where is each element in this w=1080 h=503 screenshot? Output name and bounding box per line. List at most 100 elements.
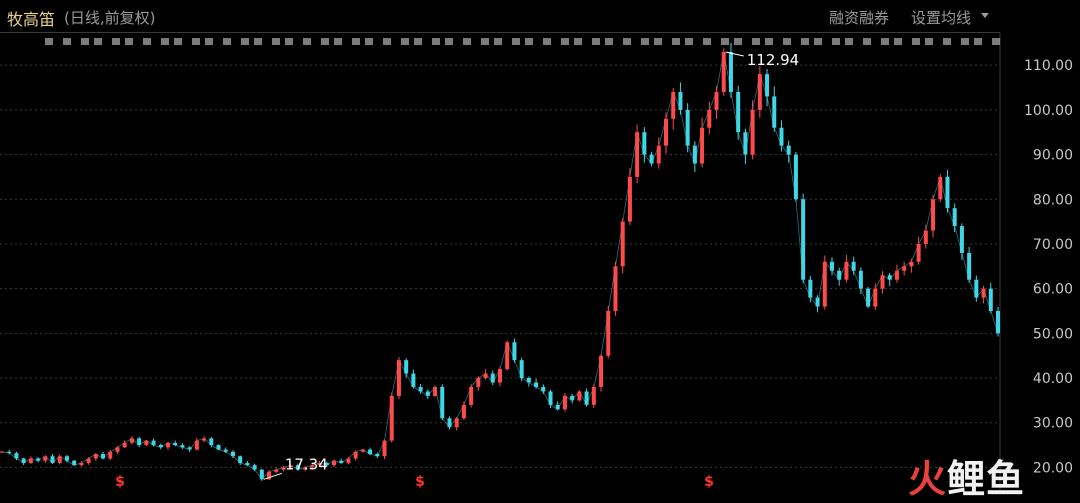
y-tick-label: 80.00: [1033, 192, 1073, 208]
candle-body: [894, 270, 899, 280]
candle-body: [173, 442, 178, 446]
event-strip-mark: [623, 38, 631, 45]
candle-body: [801, 199, 806, 280]
price-axis: 20.00 30.00 40.00 50.00 60.00 70.00 80.00 90.00…: [1024, 58, 1073, 476]
event-strip-mark: [254, 38, 262, 45]
candle-body: [274, 469, 279, 472]
candle-body: [851, 261, 856, 271]
candle-body: [404, 360, 409, 374]
candle-body: [281, 467, 286, 470]
candle-body: [216, 445, 221, 450]
candle-body: [353, 451, 358, 459]
candle-body: [252, 465, 257, 470]
price-annotations: 112.94 17.34: [263, 51, 799, 480]
candle-body: [808, 279, 813, 298]
candle-body: [996, 310, 1000, 334]
event-strip-mark: [112, 38, 120, 45]
event-strip-mark: [81, 38, 89, 45]
event-strip-mark: [383, 38, 391, 45]
event-strip-mark: [765, 38, 773, 45]
chevron-down-icon[interactable]: [981, 13, 989, 18]
candle-body: [425, 391, 430, 396]
margin-trading-button[interactable]: 融资融券: [829, 9, 890, 27]
candle-body: [7, 451, 12, 454]
candle-body: [476, 378, 481, 387]
event-strip-mark: [334, 38, 342, 45]
event-strip-mark: [401, 38, 409, 45]
dividend-marker: $: [115, 474, 125, 490]
candle-body: [620, 221, 625, 267]
event-strip-mark: [321, 38, 329, 45]
event-strip-mark: [63, 38, 71, 45]
event-strip-mark: [801, 38, 809, 45]
price-chart[interactable]: 20.00 30.00 40.00 50.00 60.00 70.00 80.00 90.00…: [0, 0, 1080, 492]
event-strip-mark: [125, 38, 133, 45]
event-strip-mark: [543, 38, 551, 45]
candle-body: [447, 418, 452, 428]
candle-body: [339, 460, 344, 463]
candle-body: [64, 456, 69, 461]
candle-body: [909, 261, 914, 267]
event-strip-mark: [303, 38, 311, 45]
candle-body: [570, 395, 575, 401]
y-tick-label: 40.00: [1033, 371, 1073, 387]
event-strip-mark: [494, 38, 502, 45]
candle-body: [360, 449, 365, 452]
moving-average-settings-button[interactable]: 设置均线: [911, 9, 972, 27]
candle-body: [519, 360, 524, 379]
event-strip-mark: [161, 38, 169, 45]
event-strip-mark: [223, 38, 231, 45]
y-tick-label: 60.00: [1033, 282, 1073, 298]
candle-body: [714, 91, 719, 110]
watermark-logo: 火鲤鱼: [908, 448, 1025, 503]
candle-body: [945, 176, 950, 209]
candle-body: [685, 109, 690, 146]
event-strip-mark: [481, 38, 489, 45]
event-strip-mark: [512, 38, 520, 45]
candle-body: [295, 465, 300, 470]
event-strip-mark: [685, 38, 693, 45]
event-strip-mark: [463, 38, 471, 45]
candle-body: [332, 460, 336, 466]
event-strip-mark: [832, 38, 840, 45]
candle-body: [368, 449, 373, 455]
y-tick-label: 110.00: [1024, 58, 1073, 74]
event-strip-mark: [414, 38, 422, 45]
candle-body: [584, 391, 589, 405]
candle-body: [656, 145, 661, 164]
candle-body: [43, 456, 48, 461]
candle-body: [411, 373, 416, 387]
candle-body: [700, 127, 705, 164]
candle-body: [757, 74, 762, 110]
candle-body: [555, 404, 560, 410]
candle-body: [591, 386, 596, 405]
candle-body: [288, 465, 293, 468]
candle-body: [461, 404, 466, 419]
candle-body: [959, 226, 964, 253]
event-strip-mark: [912, 38, 920, 45]
candle-body: [512, 342, 517, 361]
chart-title-bar: 牧高笛 (日线,前复权) 融资融券 设置均线: [0, 0, 1080, 32]
candle-body: [721, 52, 726, 92]
event-strip-mark: [783, 38, 791, 45]
event-strip-mark: [672, 38, 680, 45]
candle-body: [887, 275, 892, 280]
event-strip-mark: [703, 38, 711, 45]
candle-body: [310, 465, 315, 468]
stock-name[interactable]: 牧高笛: [7, 10, 56, 29]
event-strip-mark: [174, 38, 182, 45]
candle-body: [115, 447, 120, 452]
candle-body: [108, 451, 113, 459]
candle-body: [346, 458, 351, 463]
event-strip-mark: [863, 38, 871, 45]
candle-body: [303, 467, 308, 470]
event-strip-mark: [205, 38, 213, 45]
candle-body: [866, 288, 871, 307]
candle-body: [122, 442, 127, 448]
min-price-label: 17.34: [285, 455, 328, 473]
event-strip-mark: [241, 38, 249, 45]
candle-body: [505, 342, 510, 370]
candle-body: [202, 438, 207, 441]
candle-body: [952, 208, 957, 227]
candle-body: [750, 109, 755, 155]
